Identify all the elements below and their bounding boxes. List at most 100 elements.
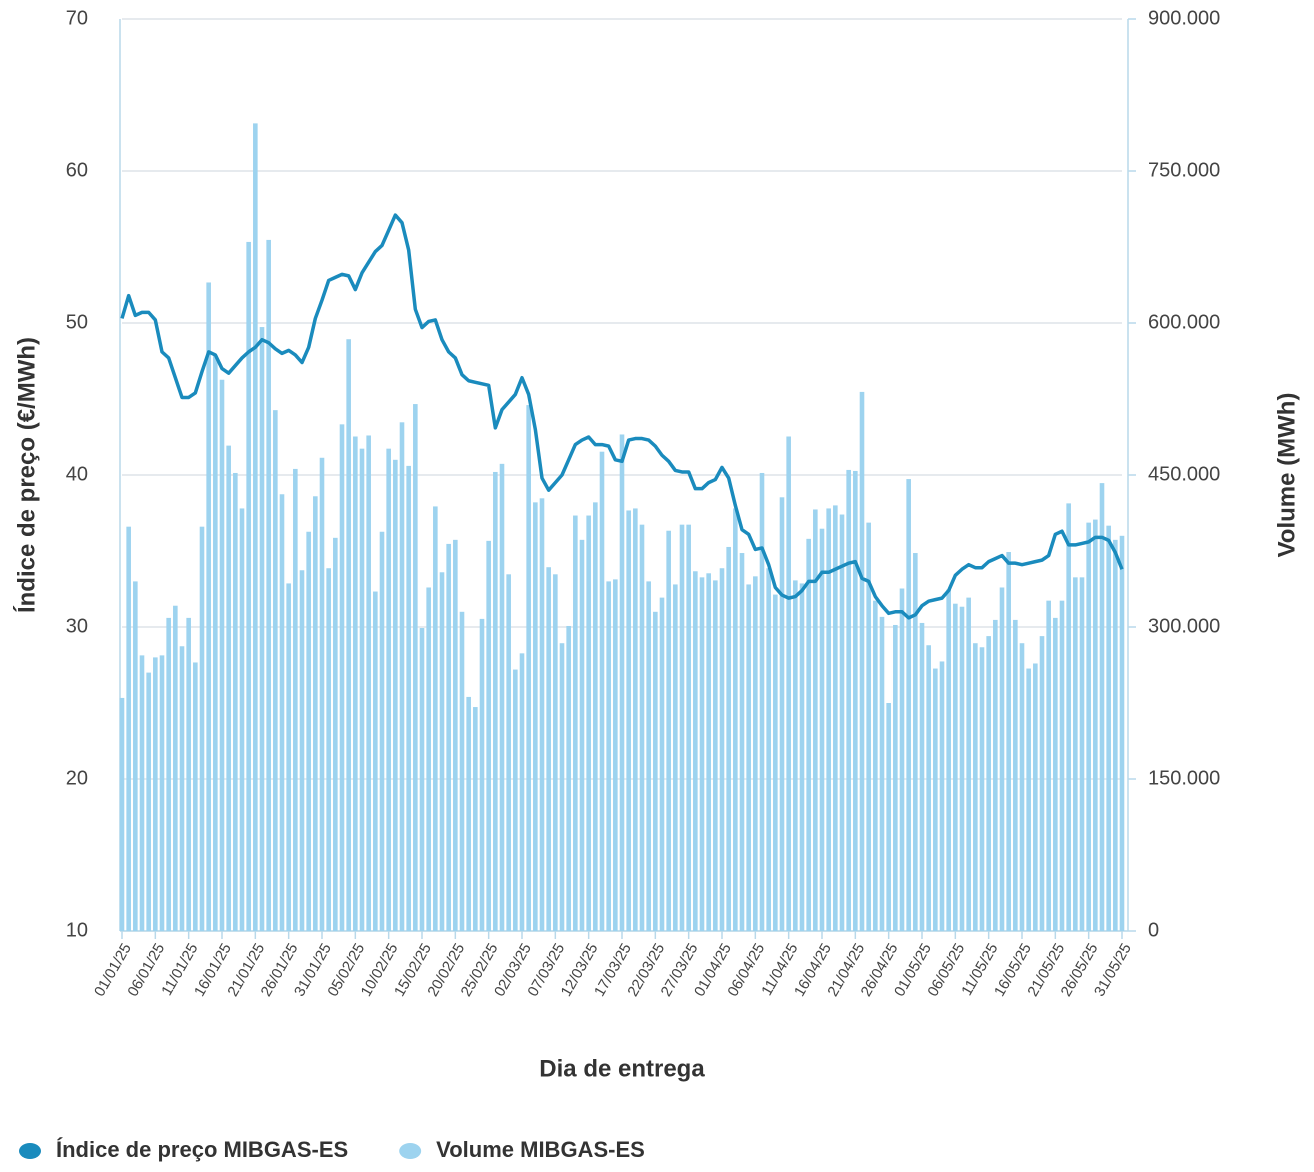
bar — [799, 583, 805, 931]
bar — [533, 502, 538, 931]
bar — [679, 524, 685, 931]
bar — [266, 239, 271, 931]
bar — [233, 472, 238, 931]
y2-tick-label: 900.000 — [1148, 7, 1220, 29]
bar — [979, 647, 985, 931]
bar — [693, 571, 698, 931]
bar — [459, 611, 465, 931]
bar — [773, 594, 778, 931]
bar — [1013, 619, 1018, 931]
bar — [213, 355, 218, 932]
bar — [619, 434, 625, 931]
bar — [1093, 519, 1098, 931]
bar — [653, 611, 658, 931]
bar — [286, 583, 291, 931]
bar — [753, 576, 758, 931]
bar — [806, 538, 811, 931]
bar — [319, 457, 325, 931]
bar — [866, 522, 871, 931]
bar — [486, 540, 491, 931]
bar — [613, 579, 618, 931]
y2-tick-label: 0 — [1148, 919, 1159, 941]
bar — [746, 584, 751, 931]
bar — [1106, 525, 1111, 931]
bar — [593, 502, 598, 931]
bar — [793, 580, 798, 931]
bar — [939, 661, 945, 931]
bar — [993, 619, 998, 931]
bar — [1099, 483, 1105, 931]
bar — [886, 703, 891, 931]
y-tick-label: 10 — [66, 919, 88, 941]
y2-tick-label: 150.000 — [1148, 767, 1220, 789]
bar — [646, 581, 651, 931]
bar — [759, 472, 765, 931]
y2-axis-title: Volume (MWh) — [1273, 393, 1300, 558]
bar — [139, 655, 145, 931]
bar — [633, 508, 638, 931]
bar — [833, 505, 838, 931]
bar — [279, 494, 285, 931]
bar — [1046, 600, 1051, 931]
bar — [1119, 535, 1125, 931]
bar — [393, 459, 398, 931]
bar — [559, 643, 565, 931]
y-axis-title: Índice de preço (€/MWh) — [12, 337, 40, 613]
bar — [146, 672, 151, 931]
bar — [426, 587, 431, 931]
y2-tick-label: 300.000 — [1148, 615, 1220, 637]
bar — [1113, 539, 1118, 931]
bar — [726, 546, 731, 931]
bar — [566, 625, 571, 931]
bar — [299, 570, 305, 931]
bar — [506, 574, 511, 931]
bar — [1086, 522, 1091, 931]
bar — [719, 568, 725, 931]
bar — [1053, 617, 1058, 931]
y-tick-label: 60 — [66, 159, 88, 181]
bar — [239, 508, 245, 931]
bar — [739, 553, 745, 931]
bar — [846, 469, 851, 931]
bar — [179, 646, 185, 931]
bar — [673, 584, 678, 931]
bar — [339, 424, 345, 931]
y-tick-label: 50 — [66, 311, 88, 333]
bar — [373, 591, 378, 931]
x-axis-title: Dia de entrega — [539, 1055, 705, 1082]
bar — [766, 568, 771, 931]
bar — [499, 463, 505, 931]
bar — [713, 580, 718, 931]
bar — [779, 497, 785, 931]
bar — [246, 241, 251, 931]
bar — [526, 405, 531, 932]
bar — [986, 636, 991, 931]
bar — [346, 339, 351, 931]
bar — [1006, 552, 1011, 931]
bar — [959, 606, 965, 931]
bar — [1059, 600, 1065, 931]
bar — [813, 509, 818, 931]
bar — [639, 524, 645, 931]
bar — [1026, 668, 1031, 931]
bar — [193, 662, 198, 931]
bar — [1039, 636, 1045, 931]
bar — [946, 589, 951, 931]
bar — [919, 622, 925, 931]
bar — [366, 435, 371, 931]
bar — [953, 603, 958, 931]
bar — [699, 577, 705, 931]
bar — [313, 496, 318, 931]
bar — [859, 391, 865, 931]
bar — [573, 515, 578, 931]
bar — [579, 539, 585, 931]
bar — [253, 123, 258, 931]
bar — [413, 404, 418, 932]
bar — [119, 697, 125, 931]
bar — [333, 537, 338, 931]
bar — [879, 616, 885, 931]
y-tick-label: 40 — [66, 463, 88, 485]
bar — [999, 587, 1005, 931]
y-tick-label: 30 — [66, 615, 88, 637]
